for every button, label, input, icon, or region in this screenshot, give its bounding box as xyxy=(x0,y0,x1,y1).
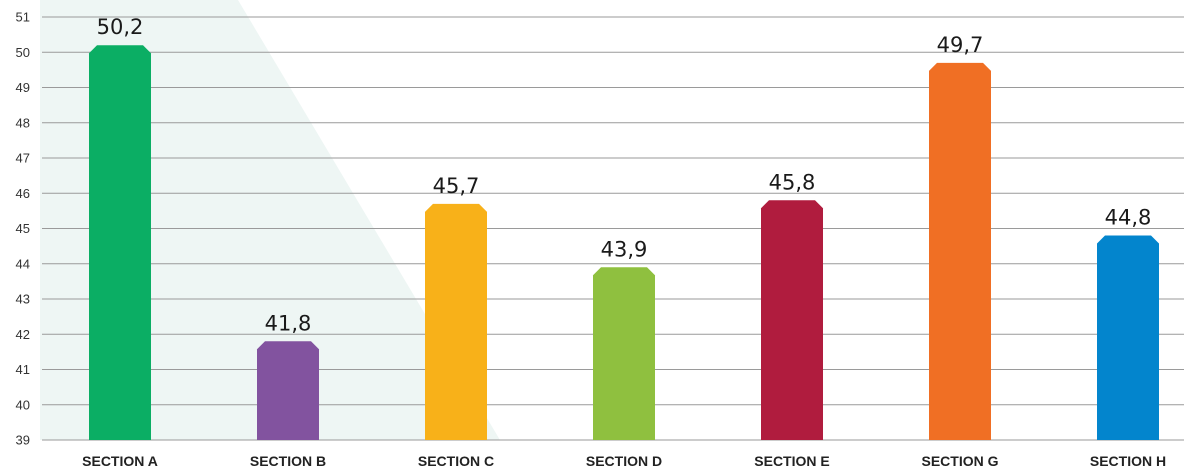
y-tick-label: 39 xyxy=(16,433,30,448)
value-label: 45,8 xyxy=(769,170,816,194)
y-tick-label: 45 xyxy=(16,221,30,236)
y-tick-label: 41 xyxy=(16,362,30,377)
background-accent-shape xyxy=(40,0,500,440)
category-labels: SECTION A SECTION B SECTION C SECTION D SECT… xyxy=(82,453,1166,469)
category-label: SECTION H xyxy=(1090,453,1166,469)
category-label: SECTION D xyxy=(586,453,662,469)
bar-section-h xyxy=(1097,235,1159,440)
value-labels: 50,2 41,8 45,7 43,9 45,8 49,7 44,8 xyxy=(97,15,1152,335)
y-tick-label: 42 xyxy=(16,327,30,342)
bar-section-b xyxy=(257,341,319,440)
y-tick-label: 44 xyxy=(16,256,30,271)
value-label: 44,8 xyxy=(1105,206,1152,230)
category-label: SECTION C xyxy=(418,453,494,469)
value-label: 45,7 xyxy=(433,174,480,198)
bar-section-e xyxy=(761,200,823,440)
bar-section-d xyxy=(593,267,655,440)
value-label: 41,8 xyxy=(265,311,312,335)
y-tick-label: 50 xyxy=(16,45,30,60)
y-tick-label: 46 xyxy=(16,186,30,201)
category-label: SECTION B xyxy=(250,453,326,469)
bar-section-a xyxy=(89,45,151,440)
category-label: SECTION G xyxy=(921,453,998,469)
y-tick-label: 51 xyxy=(16,10,30,25)
bar-section-c xyxy=(425,203,487,440)
value-label: 49,7 xyxy=(937,33,984,57)
gridlines xyxy=(42,16,1184,441)
y-tick-label: 49 xyxy=(16,80,30,95)
y-tick-label: 47 xyxy=(16,151,30,166)
y-tick-label: 43 xyxy=(16,292,30,307)
category-label: SECTION E xyxy=(754,453,829,469)
value-label: 50,2 xyxy=(97,15,144,39)
category-label: SECTION A xyxy=(82,453,158,469)
y-tick-label: 48 xyxy=(16,115,30,130)
y-axis-ticks: 39 40 41 42 43 44 45 46 47 48 49 50 51 xyxy=(16,10,30,448)
y-tick-label: 40 xyxy=(16,397,30,412)
bars xyxy=(89,45,1159,440)
bar-section-g xyxy=(929,62,991,440)
value-label: 43,9 xyxy=(601,237,648,261)
